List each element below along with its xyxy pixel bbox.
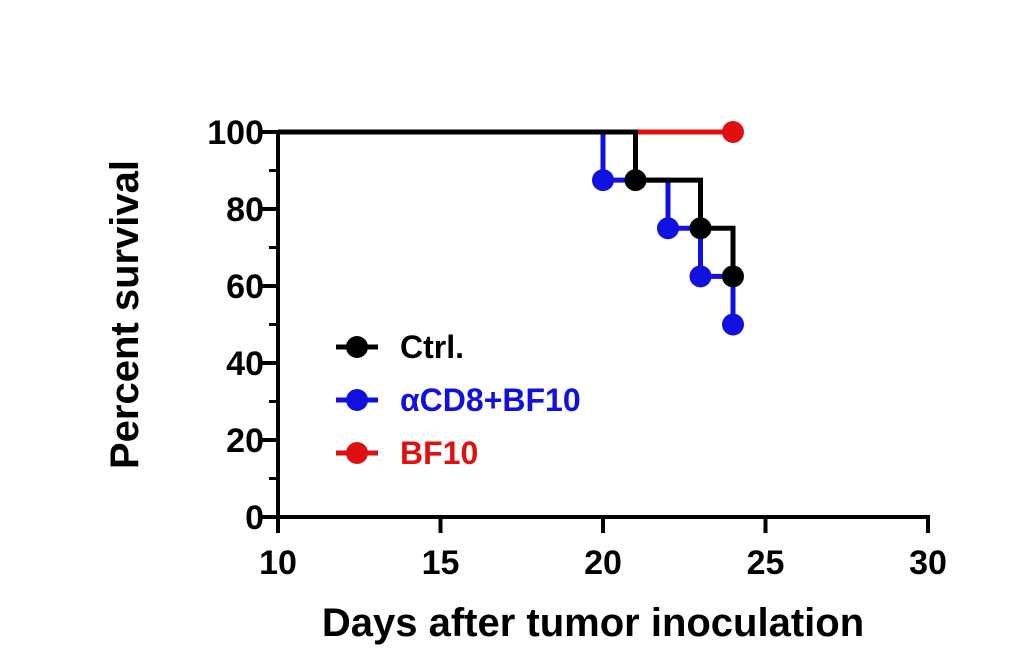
data-point <box>657 217 679 240</box>
data-point <box>689 217 712 240</box>
data-point <box>624 169 647 192</box>
x-tick-label: 25 <box>747 544 785 582</box>
y-tick-label: 40 <box>226 345 264 383</box>
series-ctrl <box>278 129 744 288</box>
y-tick-label: 100 <box>207 114 264 152</box>
data-point <box>689 265 712 288</box>
y-tick-label: 60 <box>226 268 264 306</box>
data-point <box>722 121 744 143</box>
x-tick-label: 15 <box>422 544 460 582</box>
x-tick-label: 10 <box>259 544 297 582</box>
legend-marker <box>346 442 368 464</box>
y-tick-label: 20 <box>226 422 264 460</box>
data-point <box>592 169 614 192</box>
legend-item-ctrl: Ctrl. <box>336 329 464 365</box>
y-tick-label: 0 <box>245 499 264 537</box>
series-layer <box>278 121 744 336</box>
legend-label: Ctrl. <box>400 329 464 365</box>
legend-marker <box>346 336 368 358</box>
data-point <box>722 313 744 336</box>
legend-label: αCD8+BF10 <box>400 382 581 418</box>
y-axis-title: Percent survival <box>103 160 147 469</box>
x-tick-label: 30 <box>909 544 947 582</box>
x-axis-title: Days after tumor inoculation <box>322 601 864 645</box>
legend-marker <box>346 389 368 411</box>
legend: Ctrl. αCD8+BF10 BF10 <box>336 329 581 471</box>
legend-label: BF10 <box>400 435 478 471</box>
legend-item-bf10: BF10 <box>336 435 478 471</box>
legend-item-cd8-bf10: αCD8+BF10 <box>336 382 581 418</box>
series-line-ctrl <box>278 129 736 277</box>
data-point <box>722 265 744 288</box>
x-tick-label: 20 <box>584 544 622 582</box>
series-cd8-bf10 <box>278 129 744 336</box>
axis-layer: 0 20 40 60 80 100 10 15 20 25 30 <box>207 114 947 582</box>
y-tick-label: 80 <box>226 191 264 229</box>
